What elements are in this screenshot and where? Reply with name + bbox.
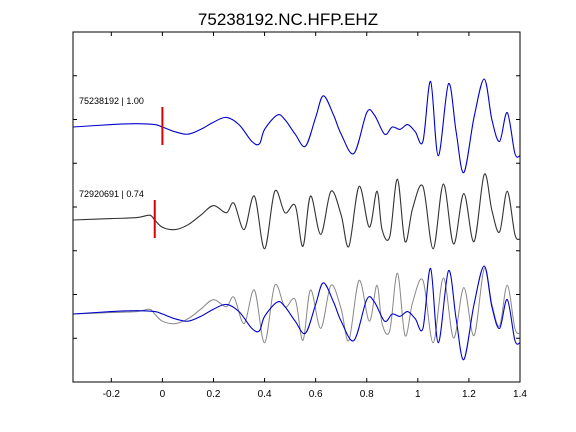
trace-0-label: 75238192 | 1.00 [79, 96, 144, 106]
y-ticks [73, 75, 520, 339]
chart-title: 75238192.NC.HFP.EHZ [198, 10, 378, 29]
x-tick-label: 0.8 [360, 389, 374, 400]
trace-1-line [72, 173, 521, 250]
x-tick-label: 1.4 [513, 389, 527, 400]
x-tick-label: 0.6 [309, 389, 323, 400]
x-tick-label: -0.2 [103, 389, 121, 400]
overlay-series-1-line [72, 265, 521, 361]
trace-1-label: 72920691 | 0.74 [79, 189, 144, 199]
x-tick-label: 0.2 [207, 389, 221, 400]
traces-group [72, 78, 521, 250]
x-tick-label: 1.2 [462, 389, 476, 400]
x-tick-label: 0 [160, 389, 166, 400]
pick-markers [153, 107, 164, 238]
trace-0-line [72, 78, 521, 174]
overlay-series-0-line [72, 267, 521, 344]
trace-labels: 75238192 | 1.00 72920691 | 0.74 [79, 96, 144, 199]
x-ticks: -0.2 0 0.2 0.4 0.6 0.8 1 1.2 1.4 [103, 32, 527, 400]
overlay-group [72, 265, 521, 361]
x-tick-label: 1 [415, 389, 421, 400]
x-tick-label: 0.4 [258, 389, 272, 400]
